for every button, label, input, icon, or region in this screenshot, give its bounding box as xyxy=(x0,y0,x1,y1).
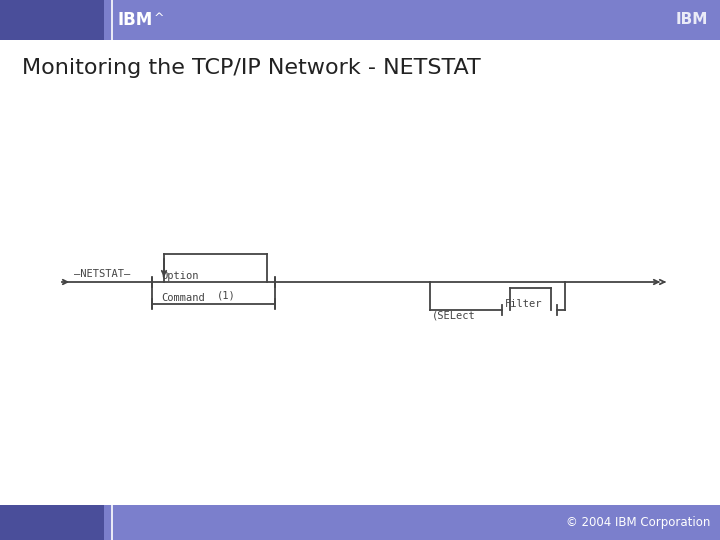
Bar xyxy=(0,505,104,540)
Bar xyxy=(0,505,720,540)
Text: (1): (1) xyxy=(217,290,235,300)
Text: © 2004 IBM Corporation: © 2004 IBM Corporation xyxy=(566,516,710,529)
Text: (SELect: (SELect xyxy=(432,311,476,321)
Bar xyxy=(0,0,104,40)
Text: Filter: Filter xyxy=(505,299,542,309)
Text: IBM: IBM xyxy=(117,11,153,29)
Text: –NETSTAT–: –NETSTAT– xyxy=(74,269,130,279)
Text: IBM: IBM xyxy=(675,12,708,28)
Text: ^: ^ xyxy=(153,12,164,25)
Text: Command: Command xyxy=(161,293,204,303)
Bar xyxy=(0,0,720,40)
Text: Monitoring the TCP/IP Network - NETSTAT: Monitoring the TCP/IP Network - NETSTAT xyxy=(22,58,481,78)
Text: Option: Option xyxy=(161,271,199,281)
